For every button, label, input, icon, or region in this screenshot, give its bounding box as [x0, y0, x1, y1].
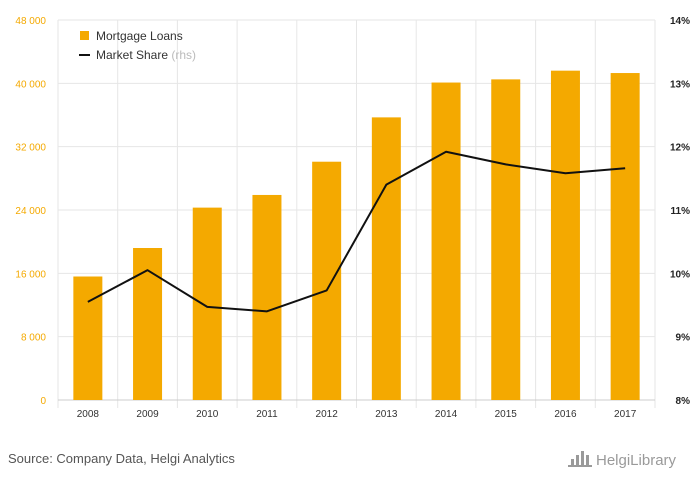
y-left-tick-label: 32 000 [15, 143, 46, 154]
y-right-tick-label: 12% [670, 143, 690, 154]
y-right-tick-label: 8% [676, 396, 691, 407]
legend: Mortgage Loans Market Share (rhs) [79, 29, 196, 62]
bar-series-mortgage-loans [73, 70, 640, 401]
bar-2011 [252, 194, 282, 400]
left-axis: 0 8 000 16 000 24 000 32 000 40 000 48 000 [15, 16, 46, 407]
bar-2014 [431, 82, 461, 401]
legend-label-mortgage-loans: Mortgage Loans [96, 29, 183, 43]
bar-2008 [73, 276, 103, 400]
bar-2010 [192, 207, 222, 400]
brand-name: HelgiLibrary [596, 452, 677, 469]
x-tick-label: 2014 [435, 409, 458, 420]
right-axis: 8% 9% 10% 11% 12% 13% 14% [670, 16, 690, 407]
x-tick-label: 2017 [614, 409, 637, 420]
bar-2009 [133, 248, 163, 400]
y-left-tick-label: 8 000 [21, 333, 46, 344]
y-left-tick-label: 48 000 [15, 16, 46, 27]
y-left-tick-label: 40 000 [15, 79, 46, 90]
legend-label-rhs-note: (rhs) [171, 48, 196, 62]
bar-2016 [550, 70, 580, 401]
x-tick-label: 2012 [316, 409, 339, 420]
grid-lines [57, 19, 656, 408]
x-tick-label: 2011 [256, 409, 278, 420]
line-series-market-share [87, 150, 626, 313]
y-right-tick-label: 14% [670, 16, 690, 27]
y-right-tick-label: 10% [670, 269, 690, 280]
helgi-library-logo: HelgiLibrary [568, 451, 677, 469]
x-tick-label: 2010 [196, 409, 219, 420]
bar-2017 [610, 73, 640, 401]
y-left-tick-label: 0 [40, 396, 46, 407]
x-tick-label: 2009 [136, 409, 159, 420]
y-right-tick-label: 13% [670, 79, 690, 90]
y-left-tick-label: 16 000 [15, 269, 46, 280]
source-text: Source: Company Data, Helgi Analytics [8, 451, 235, 466]
x-tick-label: 2015 [495, 409, 518, 420]
bar-2012 [312, 161, 342, 400]
legend-swatch-mortgage-loans [80, 31, 89, 40]
bar-2013 [371, 117, 401, 400]
market-share-line [87, 150, 626, 313]
svg-text:Market Share (rhs): Market Share (rhs) [96, 48, 196, 62]
building-icon [568, 451, 592, 467]
y-left-tick-label: 24 000 [15, 206, 46, 217]
y-right-tick-label: 11% [671, 206, 691, 217]
bar-2015 [491, 79, 521, 400]
legend-label-market-share: Market Share [96, 48, 168, 62]
y-right-tick-label: 9% [676, 333, 691, 344]
x-tick-label: 2016 [554, 409, 577, 420]
x-tick-label: 2008 [77, 409, 100, 420]
x-tick-label: 2013 [375, 409, 398, 420]
